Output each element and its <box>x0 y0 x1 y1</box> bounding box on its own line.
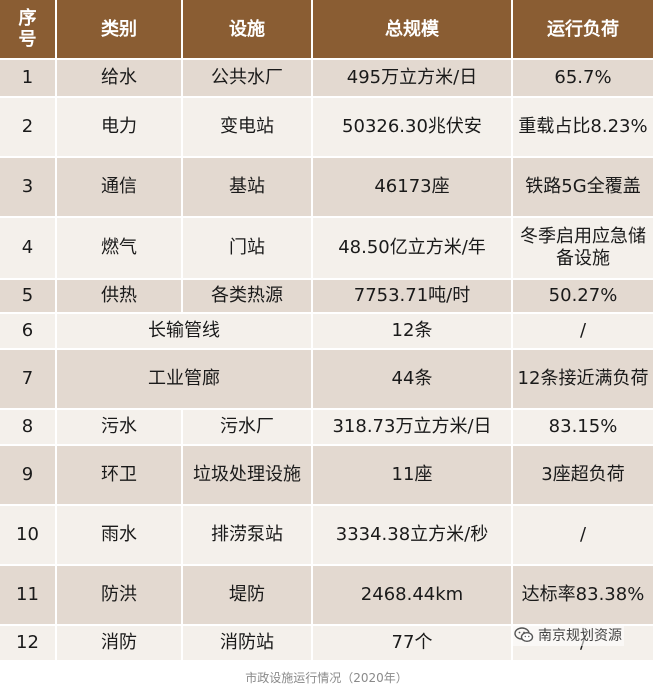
cell-scale: 3334.38立方米/秒 <box>313 506 513 566</box>
cell-facility: 排涝泵站 <box>183 506 313 566</box>
cell-scale: 12条 <box>313 314 513 350</box>
cell-no: 11 <box>0 566 57 626</box>
municipal-facilities-table: 序 号 类别 设施 总规模 运行负荷 1 给水 公共水厂 495万立方米/日 6… <box>0 0 653 662</box>
cell-load: / <box>513 314 653 350</box>
cell-no: 1 <box>0 60 57 98</box>
cell-category-merged: 长输管线 <box>57 314 313 350</box>
header-facility: 设施 <box>183 0 313 60</box>
cell-category: 供热 <box>57 280 183 314</box>
cell-facility: 污水厂 <box>183 410 313 446</box>
table-row: 2 电力 变电站 50326.30兆伏安 重载占比8.23% <box>0 98 653 158</box>
cell-scale: 318.73万立方米/日 <box>313 410 513 446</box>
table-row: 1 给水 公共水厂 495万立方米/日 65.7% <box>0 60 653 98</box>
cell-load: 65.7% <box>513 60 653 98</box>
cell-no: 8 <box>0 410 57 446</box>
watermark: 南京规划资源 <box>512 624 624 646</box>
table-row: 10 雨水 排涝泵站 3334.38立方米/秒 / <box>0 506 653 566</box>
cell-scale: 44条 <box>313 350 513 410</box>
table-row: 3 通信 基站 46173座 铁路5G全覆盖 <box>0 158 653 218</box>
cell-scale: 46173座 <box>313 158 513 218</box>
cell-facility: 垃圾处理设施 <box>183 446 313 506</box>
cell-load: 重载占比8.23% <box>513 98 653 158</box>
cell-scale: 2468.44km <box>313 566 513 626</box>
cell-scale: 48.50亿立方米/年 <box>313 218 513 280</box>
table-row: 8 污水 污水厂 318.73万立方米/日 83.15% <box>0 410 653 446</box>
cell-facility: 堤防 <box>183 566 313 626</box>
cell-category: 消防 <box>57 626 183 662</box>
cell-scale: 495万立方米/日 <box>313 60 513 98</box>
header-scale: 总规模 <box>313 0 513 60</box>
table-row: 7 工业管廊 44条 12条接近满负荷 <box>0 350 653 410</box>
table-row: 5 供热 各类热源 7753.71吨/时 50.27% <box>0 280 653 314</box>
cell-load: / <box>513 506 653 566</box>
cell-category: 环卫 <box>57 446 183 506</box>
cell-load: 达标率83.38% <box>513 566 653 626</box>
cell-category: 电力 <box>57 98 183 158</box>
cell-category: 防洪 <box>57 566 183 626</box>
cell-facility: 变电站 <box>183 98 313 158</box>
cell-no: 6 <box>0 314 57 350</box>
cell-no: 3 <box>0 158 57 218</box>
cell-category: 燃气 <box>57 218 183 280</box>
table-row: 11 防洪 堤防 2468.44km 达标率83.38% <box>0 566 653 626</box>
cell-no: 4 <box>0 218 57 280</box>
table-caption: 市政设施运行情况（2020年） <box>245 671 408 685</box>
table-header-row: 序 号 类别 设施 总规模 运行负荷 <box>0 0 653 60</box>
header-seq-line1: 序 <box>18 8 37 29</box>
table-row: 4 燃气 门站 48.50亿立方米/年 冬季启用应急储备设施 <box>0 218 653 280</box>
cell-scale: 7753.71吨/时 <box>313 280 513 314</box>
cell-load: 50.27% <box>513 280 653 314</box>
cell-no: 7 <box>0 350 57 410</box>
cell-scale: 77个 <box>313 626 513 662</box>
header-seq-line2: 号 <box>18 29 37 50</box>
cell-no: 5 <box>0 280 57 314</box>
cell-load: 12条接近满负荷 <box>513 350 653 410</box>
cell-no: 12 <box>0 626 57 662</box>
cell-category: 通信 <box>57 158 183 218</box>
watermark-text: 南京规划资源 <box>538 628 622 644</box>
cell-no: 10 <box>0 506 57 566</box>
cell-category-merged: 工业管廊 <box>57 350 313 410</box>
cell-facility: 各类热源 <box>183 280 313 314</box>
cell-scale: 11座 <box>313 446 513 506</box>
cell-load: 83.15% <box>513 410 653 446</box>
cell-load: 铁路5G全覆盖 <box>513 158 653 218</box>
header-seq: 序 号 <box>0 0 57 60</box>
cell-category: 雨水 <box>57 506 183 566</box>
cell-no: 9 <box>0 446 57 506</box>
wechat-icon <box>514 627 534 643</box>
cell-no: 2 <box>0 98 57 158</box>
table-row: 6 长输管线 12条 / <box>0 314 653 350</box>
cell-facility: 消防站 <box>183 626 313 662</box>
cell-load: 冬季启用应急储备设施 <box>513 218 653 280</box>
header-load: 运行负荷 <box>513 0 653 60</box>
cell-category: 污水 <box>57 410 183 446</box>
cell-category: 给水 <box>57 60 183 98</box>
cell-load: 3座超负荷 <box>513 446 653 506</box>
table-row: 9 环卫 垃圾处理设施 11座 3座超负荷 <box>0 446 653 506</box>
cell-scale: 50326.30兆伏安 <box>313 98 513 158</box>
cell-facility: 公共水厂 <box>183 60 313 98</box>
header-category: 类别 <box>57 0 183 60</box>
cell-facility: 基站 <box>183 158 313 218</box>
cell-facility: 门站 <box>183 218 313 280</box>
